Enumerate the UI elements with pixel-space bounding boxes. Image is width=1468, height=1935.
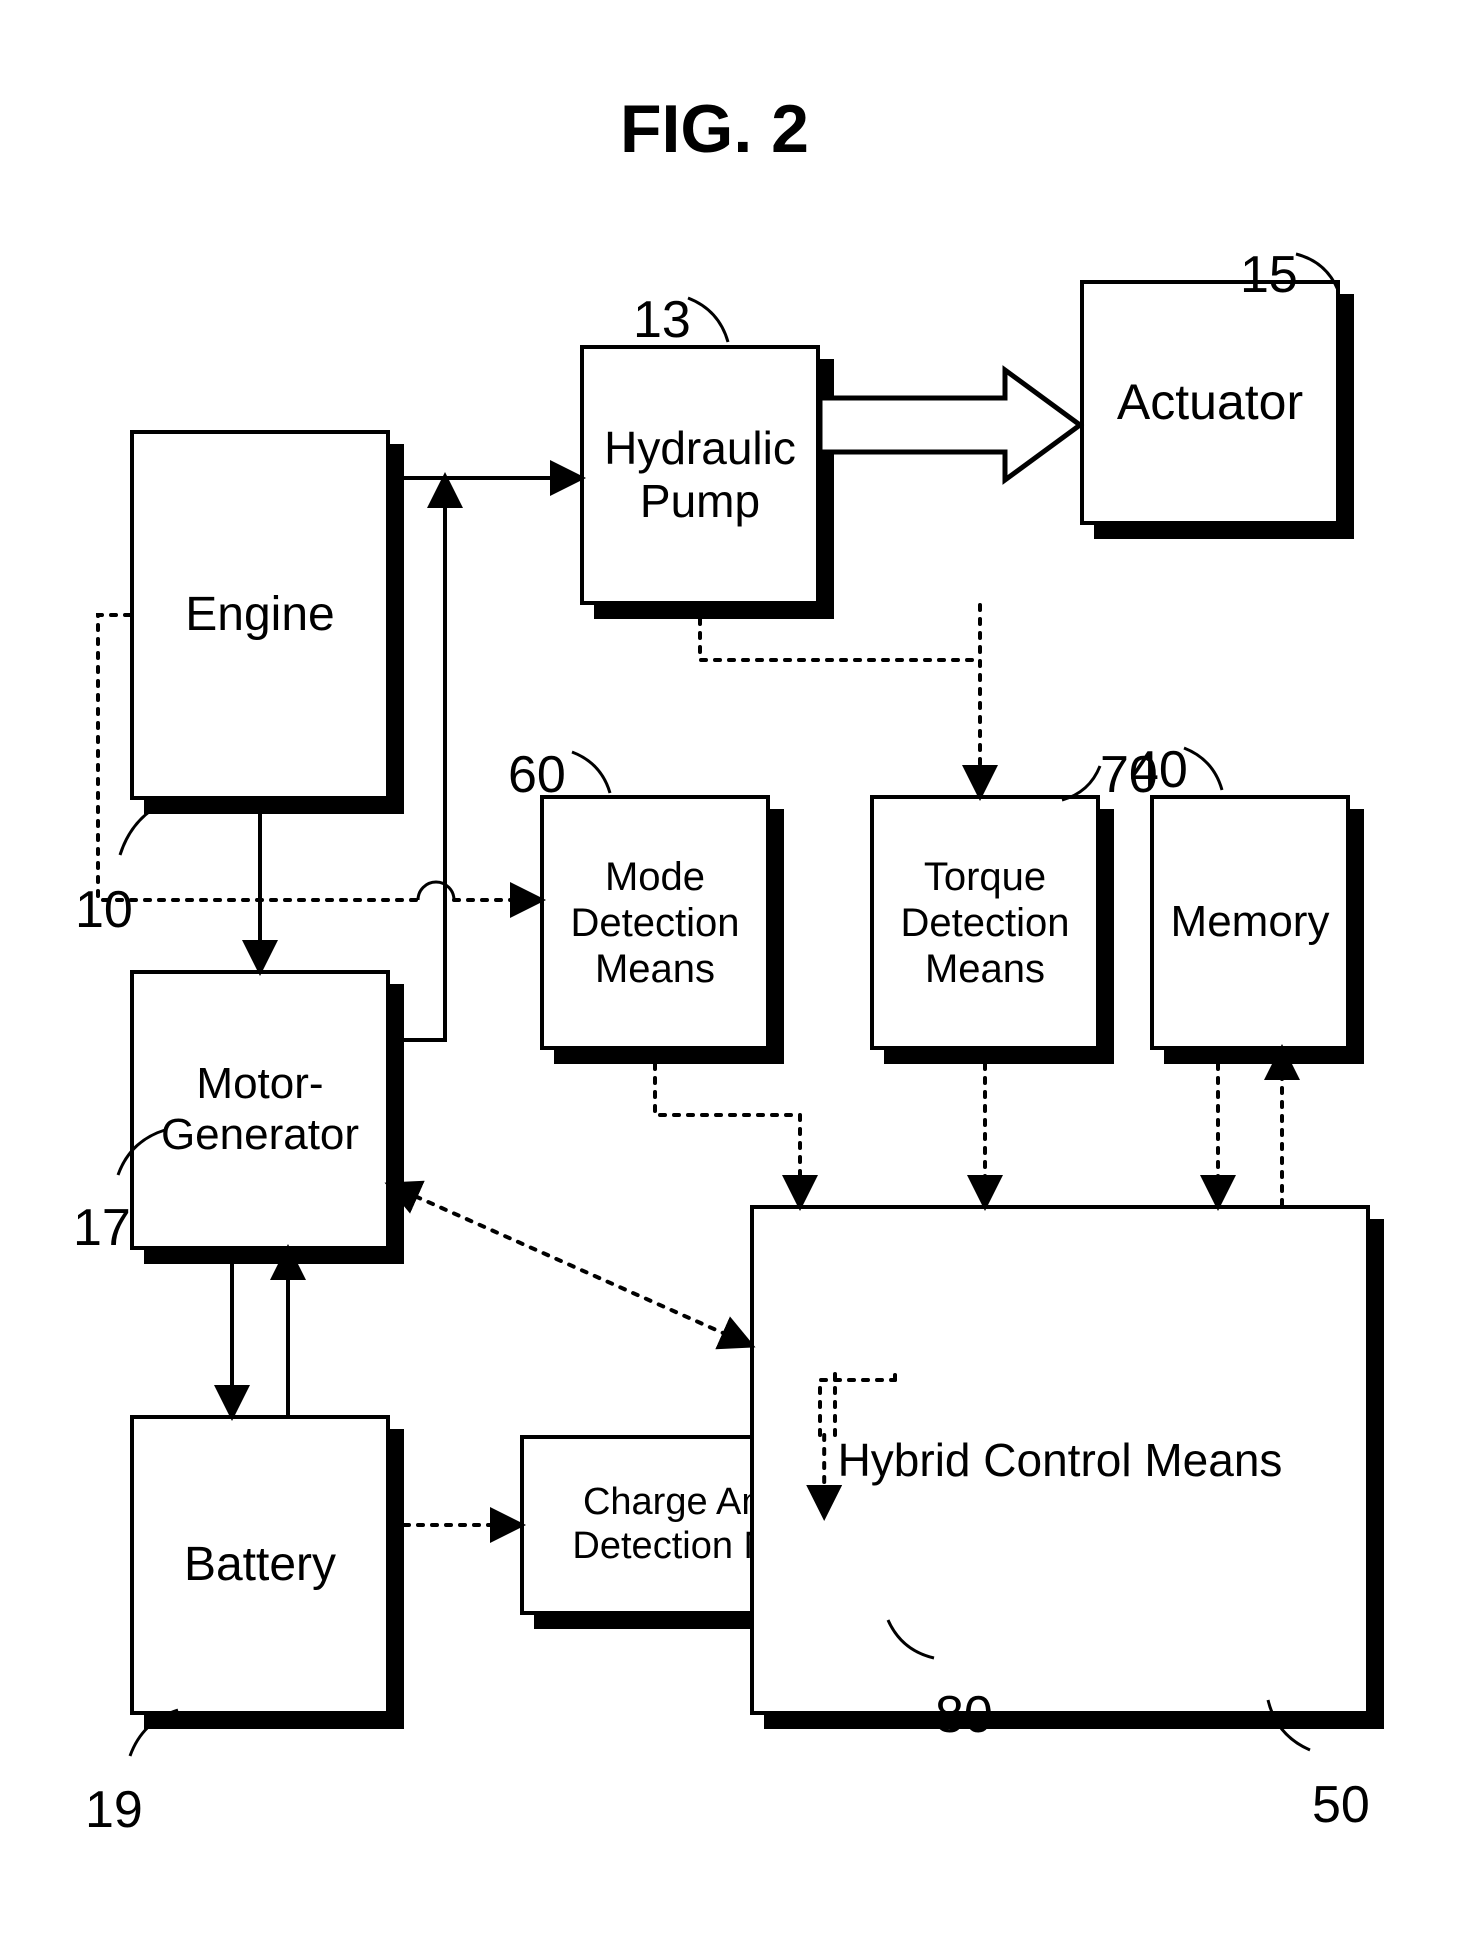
leader-memory (1184, 748, 1222, 790)
ref-hydraulic_pump: 13 (633, 290, 691, 350)
mode-box: ModeDetectionMeans (540, 795, 770, 1050)
ref-battery: 19 (85, 1780, 143, 1840)
ref-engine: 10 (75, 880, 133, 940)
ref-hybrid: 50 (1312, 1775, 1370, 1835)
actuator-box: Actuator (1080, 280, 1340, 525)
hybrid-box: Hybrid Control Means (750, 1205, 1370, 1715)
battery-box: Battery (130, 1415, 390, 1715)
memory-box: Memory (1150, 795, 1350, 1050)
dotted-hop-arc (418, 882, 454, 900)
leader-mode (572, 752, 610, 793)
diagram-page: FIG. 2 Engine HydraulicPump Actuator ModeDe… (0, 0, 1468, 1935)
figure-title: FIG. 2 (620, 90, 809, 168)
motor_gen-box: Motor-Generator (130, 970, 390, 1250)
dotted-mode-to-hybrid (655, 1050, 800, 1205)
torque-box: TorqueDetectionMeans (870, 795, 1100, 1050)
leader-hydraulic_pump (688, 298, 728, 342)
hydraulic_pump-box: HydraulicPump (580, 345, 820, 605)
dotted-motorgen-hybrid (390, 1185, 750, 1345)
ref-motor_gen: 17 (73, 1198, 131, 1258)
ref-memory: 40 (1130, 740, 1188, 800)
engine-box: Engine (130, 430, 390, 800)
block-arrow-pump-to-actuator (820, 370, 1080, 480)
ref-mode: 60 (508, 745, 566, 805)
ref-actuator: 15 (1240, 245, 1298, 305)
ref-charge: 80 (935, 1685, 993, 1745)
